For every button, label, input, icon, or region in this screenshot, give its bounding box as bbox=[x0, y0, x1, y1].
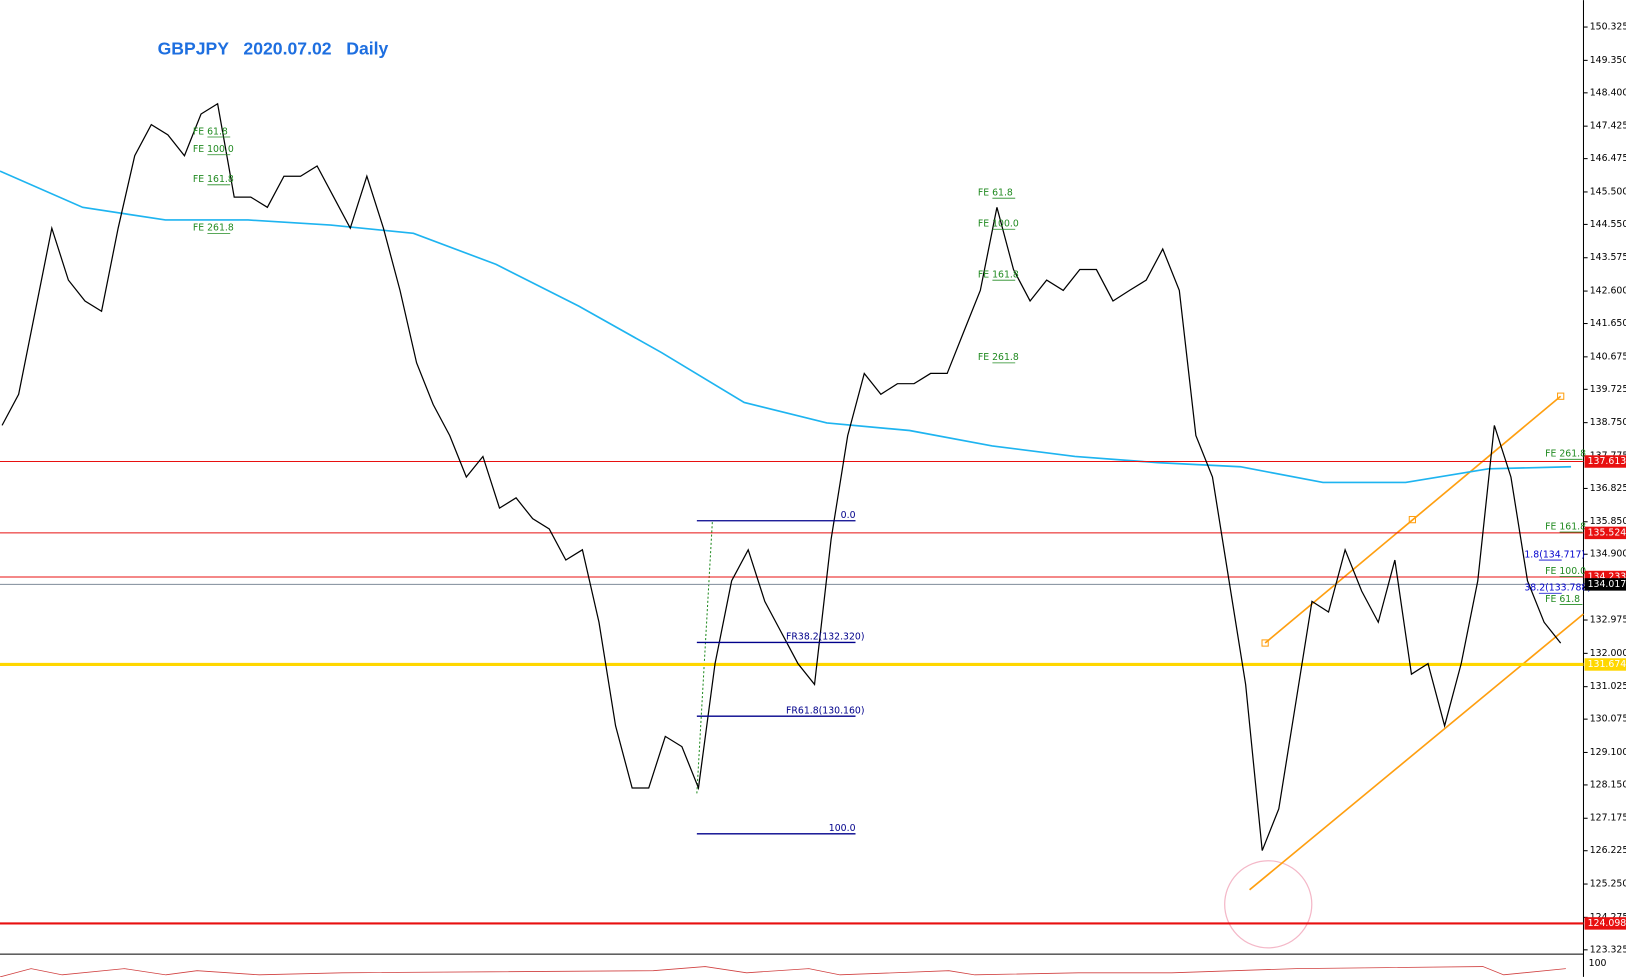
y-tick-label: 149.350 bbox=[1590, 55, 1626, 66]
y-tick-label: 148.400 bbox=[1590, 87, 1626, 98]
y-tick-label: 126.225 bbox=[1590, 845, 1626, 856]
annotation-label: FE 100.0 bbox=[1545, 566, 1586, 577]
level-label: 131.674 bbox=[1588, 659, 1626, 670]
fibo-label: FR38.2(132.320) bbox=[786, 632, 864, 643]
moving-average bbox=[0, 170, 1572, 484]
annotation-label: FE 261.8 bbox=[193, 223, 234, 234]
level-label-box bbox=[1584, 658, 1626, 671]
level-label: 134.017 bbox=[1588, 579, 1626, 590]
annotation-label: 1.8(134.717) bbox=[1524, 549, 1585, 560]
y-tick-label: 135.850 bbox=[1590, 516, 1626, 527]
y-tick-label: 136.825 bbox=[1590, 483, 1626, 494]
y-tick-label: 125.250 bbox=[1590, 879, 1626, 890]
y-tick-label: 130.075 bbox=[1590, 714, 1626, 725]
annotation-label: FE 100.0 bbox=[193, 144, 234, 155]
y-tick-label: 145.500 bbox=[1590, 186, 1626, 197]
indicator-label: 100 bbox=[1589, 958, 1607, 969]
channel-handle bbox=[1261, 639, 1269, 647]
fibo-label: 0.0 bbox=[841, 510, 856, 521]
y-tick-label: 138.750 bbox=[1590, 417, 1626, 428]
price-line bbox=[1, 102, 1562, 851]
channel-upper bbox=[1264, 395, 1562, 644]
level-label-box bbox=[1584, 917, 1626, 930]
annotation-label: FE 61.8 bbox=[1545, 594, 1580, 605]
y-tick-label: 143.575 bbox=[1590, 252, 1626, 263]
y-tick-label: 128.150 bbox=[1590, 779, 1626, 790]
highlight-circle bbox=[1224, 860, 1313, 949]
y-tick-label: 150.325 bbox=[1590, 22, 1626, 33]
y-tick-label: 132.000 bbox=[1590, 648, 1626, 659]
level-label-box bbox=[1584, 526, 1626, 540]
y-tick-label: 132.975 bbox=[1590, 615, 1626, 626]
y-tick-label: 144.550 bbox=[1590, 219, 1626, 230]
y-tick-label: 141.650 bbox=[1590, 318, 1626, 329]
annotation-label: FE 61.8 bbox=[193, 126, 228, 137]
fibo-label: 100.0 bbox=[829, 823, 856, 834]
y-tick-label: 146.475 bbox=[1590, 153, 1626, 164]
annotation-label: FE 100.0 bbox=[978, 219, 1019, 230]
y-tick-label: 142.600 bbox=[1590, 286, 1626, 297]
y-tick-label: 129.100 bbox=[1590, 747, 1626, 758]
level-label: 124.098 bbox=[1588, 918, 1626, 929]
y-tick-label: 147.425 bbox=[1590, 121, 1626, 132]
annotation-label: FE 61.8 bbox=[978, 187, 1013, 198]
level-label-box bbox=[1584, 455, 1626, 468]
channel-lower bbox=[1249, 613, 1585, 891]
annotation-label: FE 161.8 bbox=[193, 174, 234, 185]
level-label: 137.613 bbox=[1588, 456, 1626, 467]
annotation-label: FE 161.8 bbox=[1545, 521, 1586, 532]
annotation-label: FE 261.8 bbox=[978, 352, 1019, 363]
y-tick-label: 134.900 bbox=[1590, 549, 1626, 560]
channel-handle bbox=[1408, 515, 1417, 524]
annotation-label: 38.2(133.788) bbox=[1524, 583, 1591, 594]
y-tick-label: 123.325 bbox=[1590, 944, 1626, 955]
annotation-label: FE 261.8 bbox=[1545, 449, 1586, 460]
level-label-box bbox=[1584, 578, 1626, 591]
y-tick-label: 127.175 bbox=[1590, 813, 1626, 824]
indicator-line bbox=[0, 966, 1566, 977]
y-tick-label: 139.725 bbox=[1590, 384, 1626, 395]
channel-handle bbox=[1557, 392, 1565, 400]
chart-title: GBPJPY 2020.07.02 Daily bbox=[158, 39, 389, 59]
y-tick-label: 140.675 bbox=[1590, 351, 1626, 362]
level-label: 134.233 bbox=[1588, 572, 1626, 583]
y-tick-label: 131.025 bbox=[1590, 681, 1626, 692]
fibo-label: FR61.8(130.160) bbox=[786, 706, 864, 717]
annotation-label: FE 161.8 bbox=[978, 270, 1019, 281]
level-label: 135.524 bbox=[1588, 527, 1626, 538]
